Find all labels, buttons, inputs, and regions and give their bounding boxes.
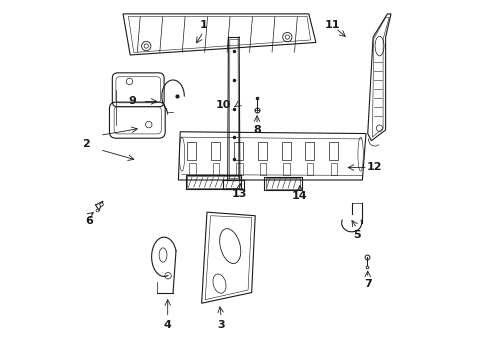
Bar (236, 163, 242, 175)
Text: 11: 11 (324, 19, 339, 30)
Bar (283, 163, 289, 175)
Text: 2: 2 (81, 139, 89, 149)
Bar (306, 163, 313, 175)
Bar (187, 142, 196, 160)
Text: 10: 10 (215, 100, 230, 110)
Bar (265, 178, 300, 189)
Bar (212, 163, 219, 175)
Bar (185, 175, 241, 189)
Text: 6: 6 (85, 216, 93, 226)
Text: 4: 4 (163, 320, 171, 330)
Bar (328, 142, 337, 160)
Text: 9: 9 (128, 96, 136, 107)
Bar (234, 142, 243, 160)
Text: 7: 7 (363, 279, 371, 289)
Text: 13: 13 (231, 189, 246, 199)
Bar (189, 163, 195, 175)
Bar (281, 142, 290, 160)
Bar (264, 177, 301, 190)
Bar (259, 163, 266, 175)
Text: 14: 14 (291, 191, 307, 201)
Bar (330, 163, 336, 175)
Bar (305, 142, 313, 160)
Text: 12: 12 (366, 162, 382, 172)
Text: 1: 1 (199, 19, 207, 30)
Text: 3: 3 (217, 320, 224, 330)
Bar (210, 142, 220, 160)
Bar (258, 142, 266, 160)
Text: 5: 5 (352, 230, 360, 240)
Text: 8: 8 (253, 125, 260, 135)
Bar (187, 176, 239, 188)
